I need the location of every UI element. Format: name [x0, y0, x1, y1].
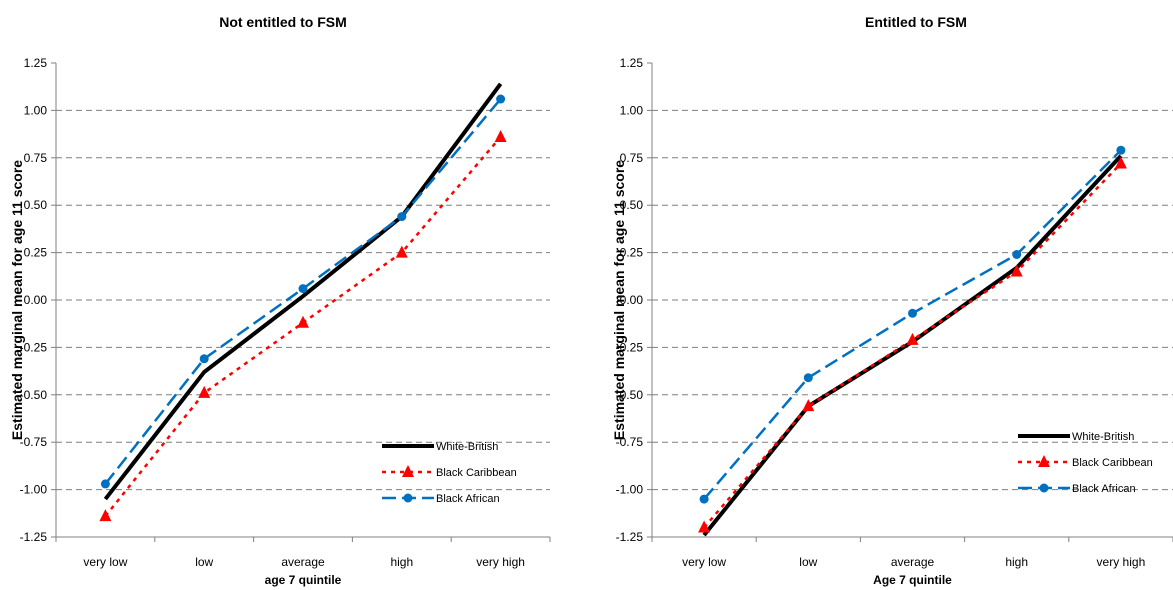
x-tick-label: low [195, 555, 213, 569]
legend-label: Black African [1072, 483, 1136, 495]
y-tick-label: -1.25 [616, 530, 644, 544]
legend: White-British Black Caribbean Black Africa… [382, 441, 517, 505]
x-tick-label: very low [682, 555, 726, 569]
x-tick-label: average [891, 555, 935, 569]
data-point [395, 245, 408, 258]
x-tick-label: very low [83, 555, 127, 569]
y-tick-label: 1.00 [620, 103, 644, 117]
series-line-white-british [103, 82, 503, 501]
y-tick-label: -1.00 [616, 483, 644, 497]
y-axis-label: Estimated marginal mean for age 11 score [9, 160, 25, 440]
y-tick-label: 1.00 [24, 103, 48, 117]
legend-marker [1038, 455, 1050, 467]
data-point [298, 284, 308, 294]
legend-label: White-British [436, 441, 498, 453]
y-tick-label: 0.00 [24, 293, 48, 307]
y-tick-label: 0.75 [24, 151, 48, 165]
x-axis-label: Age 7 quintile [873, 573, 952, 587]
data-point [198, 385, 211, 398]
y-tick-label: -1.00 [20, 483, 48, 497]
series-line-black-african [703, 149, 1122, 500]
chart-title: Not entitled to FSM [219, 14, 347, 30]
data-point [698, 520, 711, 533]
data-point [100, 479, 110, 489]
y-tick-label: 1.25 [24, 56, 48, 70]
data-point [906, 332, 919, 345]
data-point [297, 315, 309, 328]
y-tick-label: 0.00 [620, 293, 644, 307]
x-tick-label: very high [1097, 555, 1146, 569]
y-tick-label: -0.75 [20, 435, 48, 449]
y-tick-label: -0.75 [616, 435, 644, 449]
data-point [699, 494, 709, 504]
x-tick-label: high [390, 555, 413, 569]
data-point [199, 354, 209, 364]
legend-marker [1039, 483, 1049, 493]
legend: White-British Black Caribbean Black Africa… [1018, 431, 1153, 495]
data-point [1114, 156, 1127, 169]
y-tick-label: 1.25 [620, 56, 644, 70]
y-tick-label: -0.25 [20, 340, 48, 354]
x-tick-label: very high [476, 555, 525, 569]
data-point [908, 308, 917, 318]
data-point [1116, 145, 1126, 155]
x-tick-label: average [281, 555, 325, 569]
y-tick-label: 0.25 [24, 246, 48, 260]
legend-marker [403, 493, 413, 503]
legend-label: Black African [436, 493, 500, 505]
data-point [1010, 264, 1023, 277]
data-point [494, 129, 507, 142]
chart-panel-1: Not entitled to FSM 1.25 1.00 0.75 0.50 0.25 0… [9, 14, 551, 587]
y-tick-label: 0.50 [24, 198, 48, 212]
y-tick-label: -1.25 [20, 530, 48, 544]
data-point [1012, 249, 1022, 259]
legend-marker [402, 465, 414, 477]
data-point [802, 399, 815, 412]
series-line-black-caribbean [703, 162, 1122, 529]
y-tick-label: -0.25 [616, 340, 644, 354]
y-tick-label: 0.75 [620, 151, 644, 165]
x-tick-label: low [799, 555, 817, 569]
chart-panel-2: Entitled to FSM 1.25 1.00 0.75 0.50 0.25 0.00 -… [611, 14, 1173, 587]
y-tick-label: -0.50 [616, 388, 644, 402]
x-tick-label: high [1005, 555, 1028, 569]
y-axis-label: Estimated marginal mean for age 11 score [611, 160, 627, 440]
y-tick-label: -0.50 [20, 388, 48, 402]
legend-label: Black Caribbean [1072, 457, 1153, 469]
data-point [397, 212, 407, 222]
data-point [803, 373, 813, 383]
chart-title: Entitled to FSM [865, 14, 967, 30]
legend-label: Black Caribbean [436, 467, 517, 479]
data-point [99, 509, 112, 522]
legend-label: White-British [1072, 431, 1134, 443]
data-point [496, 94, 506, 104]
y-tick-label: 0.50 [620, 198, 644, 212]
x-axis-label: age 7 quintile [265, 573, 342, 587]
y-tick-label: 0.25 [620, 246, 644, 260]
